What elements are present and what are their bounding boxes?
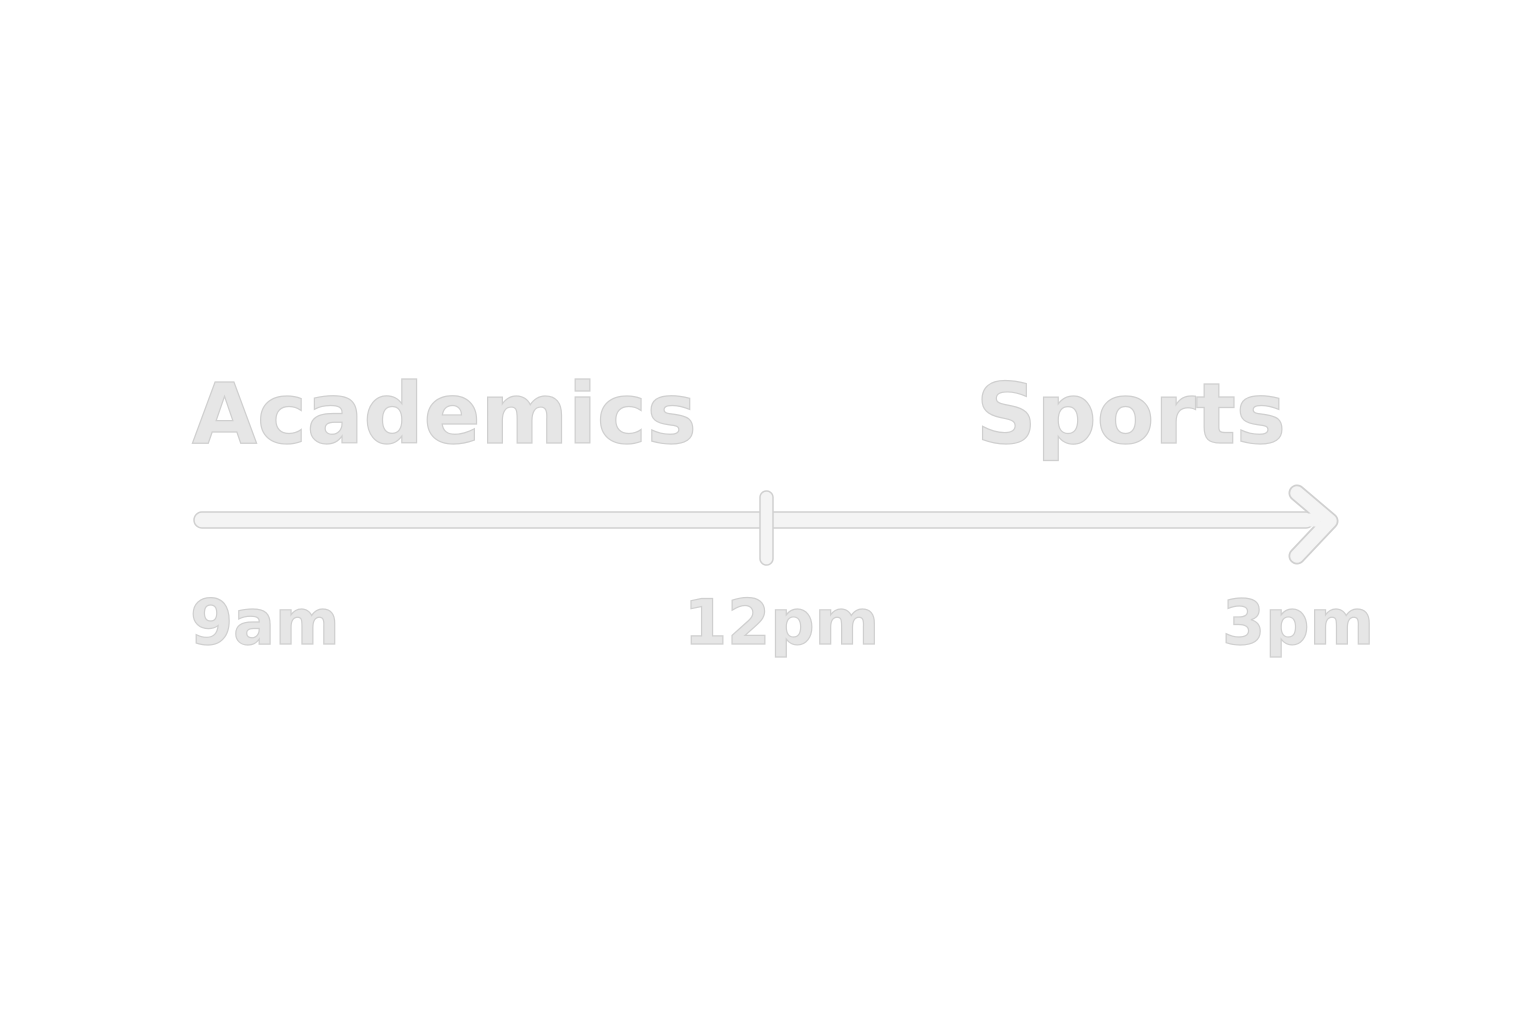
- timeline-tick-midday: [759, 490, 774, 566]
- timeline-line: [193, 511, 1315, 529]
- phase-label-academics: Academics: [191, 365, 697, 463]
- time-label-end: 3pm: [1221, 586, 1375, 659]
- time-label-start: 9am: [189, 586, 340, 659]
- time-label-midday: 12pm: [683, 586, 880, 659]
- phase-label-sports: Sports: [975, 365, 1286, 463]
- timeline-arrowhead-fill: [1290, 486, 1337, 563]
